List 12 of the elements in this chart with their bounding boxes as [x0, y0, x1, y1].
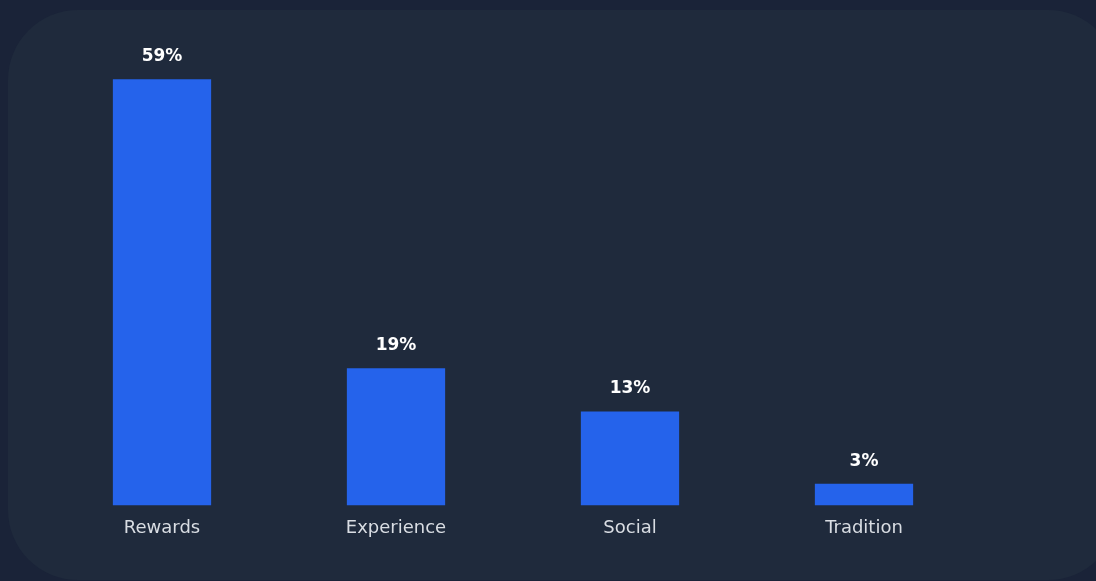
- x-tick-label: Rewards: [123, 515, 201, 537]
- bar: [814, 483, 914, 506]
- x-tick-label: Experience: [345, 515, 447, 537]
- x-tick-label: Social: [603, 515, 657, 537]
- x-tick-label: Tradition: [824, 515, 903, 537]
- data-label: 19%: [375, 334, 417, 355]
- bar: [346, 368, 446, 506]
- bar: [580, 411, 680, 506]
- data-label: 13%: [609, 377, 651, 398]
- data-label: 3%: [849, 449, 879, 470]
- bar: [112, 79, 212, 506]
- data-label: 59%: [141, 45, 183, 66]
